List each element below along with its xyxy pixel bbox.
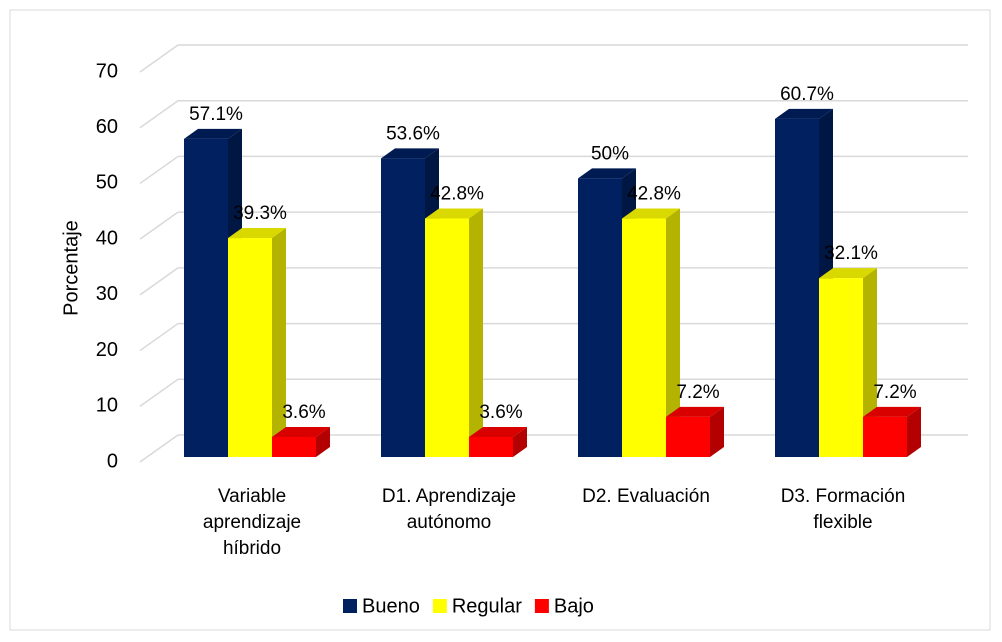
bar-side (469, 208, 483, 457)
bar (622, 218, 666, 457)
y-axis-label: Porcentaje (60, 220, 82, 316)
bar (469, 436, 513, 457)
bar-side (272, 228, 286, 457)
grid-line-side (139, 155, 179, 185)
bar-top (666, 406, 724, 417)
y-tick-label: 10 (96, 395, 118, 417)
bar-top (425, 208, 483, 219)
data-label: 60.7% (780, 84, 834, 105)
data-label: 3.6% (479, 402, 522, 423)
data-label: 42.8% (430, 184, 484, 205)
data-label: 42.8% (627, 184, 681, 205)
bar (381, 158, 425, 457)
bar-top (228, 228, 286, 239)
bar-top (775, 108, 833, 119)
bar (228, 238, 272, 457)
bar-top (578, 168, 636, 179)
y-tick-label: 20 (96, 339, 118, 361)
bar (184, 138, 228, 457)
grid-line-side (139, 100, 179, 129)
x-tick-label: D1. Aprendizaje autónomo (382, 486, 516, 533)
data-label: 7.2% (873, 382, 916, 403)
x-tick-line: flexible (813, 512, 872, 533)
bar-top (272, 426, 330, 437)
bar (863, 416, 907, 457)
x-tick-line: D3. Formación (781, 486, 906, 507)
bar-top (819, 268, 877, 279)
y-tick-label: 40 (96, 227, 118, 249)
x-tick-line: aprendizaje (203, 512, 301, 533)
legend-swatch (343, 599, 357, 613)
bar (272, 436, 316, 457)
bar (775, 118, 819, 458)
x-tick-line: D2. Evaluación (582, 486, 710, 507)
bar (578, 178, 622, 457)
grid-line-side (139, 378, 179, 407)
bar-side (710, 406, 724, 457)
bar-side (666, 208, 680, 457)
data-label: 32.1% (824, 243, 878, 264)
bar-top (622, 208, 680, 219)
data-label: 53.6% (386, 123, 440, 144)
bar-top (863, 406, 921, 417)
bar-top (381, 148, 439, 159)
x-tick-label: Variable aprendizaje híbrido (203, 486, 301, 559)
legend-swatch (432, 599, 447, 613)
bar-side (316, 426, 330, 457)
bar-top (469, 426, 527, 437)
x-tick-line: autónomo (407, 512, 492, 533)
x-tick-line: D1. Aprendizaje (382, 486, 516, 507)
data-label: 3.6% (282, 402, 325, 423)
data-label: 57.1% (189, 104, 243, 125)
legend-label: Bajo (554, 595, 594, 617)
bar (666, 416, 710, 457)
data-label: 7.2% (676, 382, 719, 403)
legend-label: Regular (452, 595, 522, 617)
x-tick-line: Variable (218, 486, 286, 507)
bar (425, 218, 469, 457)
y-tick-label: 60 (96, 116, 118, 138)
x-tick-label: D3. Formación flexible (781, 486, 906, 533)
grid-line-side (139, 211, 179, 240)
y-tick-label: 0 (107, 450, 118, 472)
x-tick-label: D2. Evaluación (582, 486, 710, 507)
data-label: 39.3% (233, 203, 287, 224)
bar-side (513, 426, 527, 457)
grid-line-side (139, 434, 179, 463)
bar (819, 278, 863, 457)
legend-label: Bueno (362, 595, 420, 617)
y-tick-label: 70 (96, 60, 118, 82)
x-tick-line: híbrido (223, 538, 281, 559)
y-tick-label: 50 (96, 172, 118, 194)
legend-swatch (534, 599, 549, 613)
grid-line-side (139, 322, 179, 352)
grid-line-side (139, 44, 179, 73)
y-tick-label: 30 (96, 283, 118, 305)
bar-top (184, 128, 242, 139)
bar-side (907, 406, 921, 457)
data-label: 50% (591, 143, 629, 164)
grid-line-side (139, 267, 179, 296)
